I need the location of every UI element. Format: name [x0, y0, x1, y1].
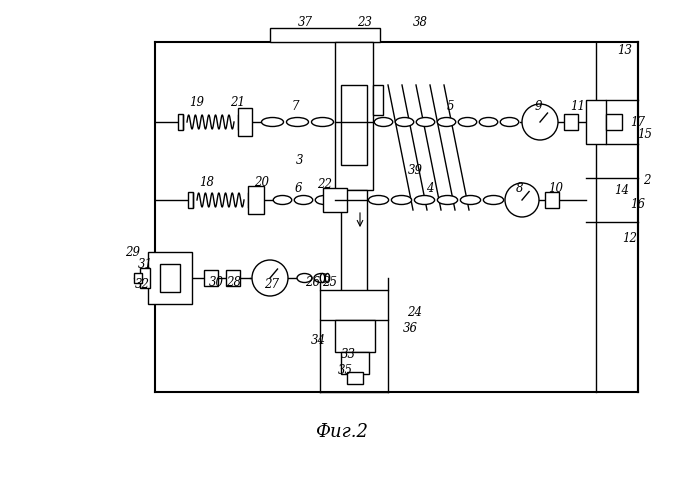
Bar — [134, 273, 142, 283]
Text: 10: 10 — [548, 182, 563, 194]
Bar — [160, 264, 180, 292]
Text: 11: 11 — [570, 100, 585, 114]
Text: 39: 39 — [408, 164, 423, 176]
Bar — [238, 108, 252, 136]
Text: 14: 14 — [615, 184, 630, 196]
Text: 38: 38 — [413, 16, 428, 28]
Text: 26: 26 — [305, 276, 320, 288]
Bar — [178, 114, 183, 130]
Text: 18: 18 — [199, 176, 214, 188]
Text: 9: 9 — [534, 100, 542, 114]
Ellipse shape — [262, 118, 283, 126]
Text: 12: 12 — [622, 232, 637, 244]
Bar — [335, 42, 373, 190]
Text: 34: 34 — [311, 334, 326, 346]
Ellipse shape — [320, 274, 324, 282]
Ellipse shape — [368, 196, 389, 204]
Bar — [373, 85, 383, 115]
Text: 16: 16 — [630, 198, 645, 211]
Ellipse shape — [395, 118, 414, 126]
Bar — [564, 114, 578, 130]
Text: 25: 25 — [322, 276, 337, 288]
Text: 22: 22 — [318, 178, 333, 192]
Ellipse shape — [479, 118, 498, 126]
Text: 27: 27 — [264, 278, 279, 290]
Ellipse shape — [273, 196, 292, 204]
Bar — [140, 268, 150, 288]
Bar — [341, 190, 367, 300]
Circle shape — [505, 183, 539, 217]
Ellipse shape — [294, 196, 313, 204]
Text: 17: 17 — [630, 116, 645, 128]
Text: 33: 33 — [341, 348, 355, 362]
Text: 30: 30 — [208, 276, 223, 288]
Bar — [323, 188, 347, 212]
Text: 32: 32 — [135, 278, 150, 291]
Text: 8: 8 — [516, 182, 524, 194]
Text: 4: 4 — [426, 182, 434, 194]
Text: 5: 5 — [446, 100, 454, 114]
Text: 6: 6 — [294, 182, 302, 194]
Bar — [248, 186, 264, 214]
Bar — [606, 114, 622, 130]
Text: 3: 3 — [296, 154, 304, 166]
Bar — [545, 192, 559, 208]
Bar — [335, 320, 375, 352]
Ellipse shape — [311, 118, 333, 126]
Text: 21: 21 — [230, 96, 245, 108]
Bar — [341, 352, 369, 374]
Ellipse shape — [415, 196, 434, 204]
Ellipse shape — [437, 118, 456, 126]
Text: 23: 23 — [357, 16, 372, 28]
Ellipse shape — [484, 196, 503, 204]
Text: 28: 28 — [227, 276, 242, 288]
Text: 19: 19 — [189, 96, 204, 108]
Bar — [341, 85, 367, 165]
Ellipse shape — [416, 118, 435, 126]
Bar — [270, 28, 380, 42]
Text: Фиг.2: Фиг.2 — [316, 423, 369, 441]
Ellipse shape — [500, 118, 519, 126]
Circle shape — [522, 104, 558, 140]
Ellipse shape — [374, 118, 393, 126]
Text: 15: 15 — [637, 128, 652, 141]
Circle shape — [252, 260, 288, 296]
Bar — [586, 100, 606, 144]
Text: 2: 2 — [643, 174, 651, 186]
Ellipse shape — [460, 196, 481, 204]
Bar — [188, 192, 193, 208]
Ellipse shape — [316, 196, 334, 204]
Ellipse shape — [458, 118, 477, 126]
Text: 31: 31 — [137, 258, 152, 272]
Ellipse shape — [286, 118, 309, 126]
Bar — [320, 290, 388, 320]
Text: 13: 13 — [617, 44, 632, 57]
Text: 20: 20 — [255, 176, 270, 188]
Ellipse shape — [325, 274, 330, 282]
Bar — [148, 252, 192, 304]
Text: 24: 24 — [408, 306, 423, 318]
Text: 7: 7 — [291, 100, 298, 114]
Bar — [204, 270, 218, 286]
Ellipse shape — [314, 274, 329, 282]
Text: 36: 36 — [402, 322, 417, 334]
Ellipse shape — [391, 196, 412, 204]
Text: 35: 35 — [337, 364, 352, 376]
Text: 29: 29 — [126, 246, 141, 258]
Ellipse shape — [297, 274, 312, 282]
Bar — [347, 372, 363, 384]
Ellipse shape — [437, 196, 458, 204]
Bar — [226, 270, 240, 286]
Text: 37: 37 — [298, 16, 313, 28]
